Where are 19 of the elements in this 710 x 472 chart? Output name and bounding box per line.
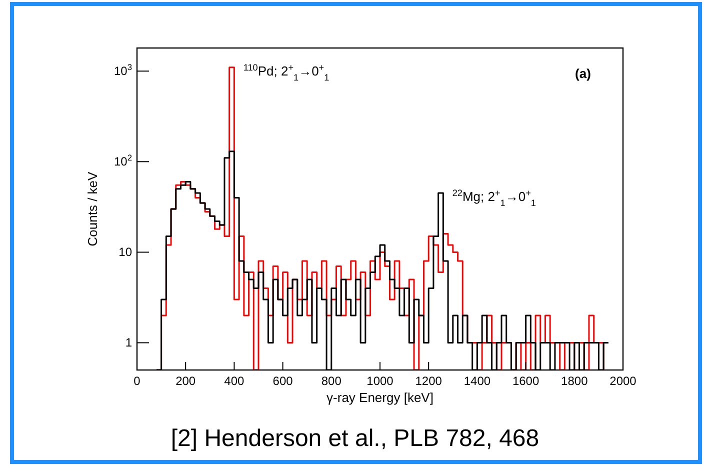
x-tick-label: 800 bbox=[321, 374, 342, 388]
y-tick-label: 10$^{3}$ bbox=[114, 62, 132, 78]
x-tick-label: 1600 bbox=[512, 374, 540, 388]
x-tick-label: 1200 bbox=[415, 374, 442, 388]
x-tick-label: 1800 bbox=[561, 374, 588, 388]
x-tick-label: 2000 bbox=[610, 374, 637, 388]
x-tick-label: 1000 bbox=[366, 374, 394, 388]
y-tick-label: 10 bbox=[118, 245, 132, 260]
y-tick-label: 10$^{2}$ bbox=[114, 152, 132, 169]
y-tick-label: 1 bbox=[125, 336, 132, 350]
x-tick-label: 0 bbox=[134, 374, 141, 388]
text: [2] Henderson et al., PLB 782, 468 bbox=[170, 425, 540, 452]
annotation: (a) bbox=[575, 66, 591, 81]
x-tick-label: 1400 bbox=[464, 374, 491, 388]
x-tick-label: 200 bbox=[176, 374, 196, 388]
x-tick-label: 400 bbox=[224, 374, 245, 388]
x-tick-label: 600 bbox=[272, 374, 294, 388]
y-axis-title: Counts / keV bbox=[85, 171, 100, 246]
x-axis-title: γ-ray Energy [keV] bbox=[326, 390, 434, 405]
